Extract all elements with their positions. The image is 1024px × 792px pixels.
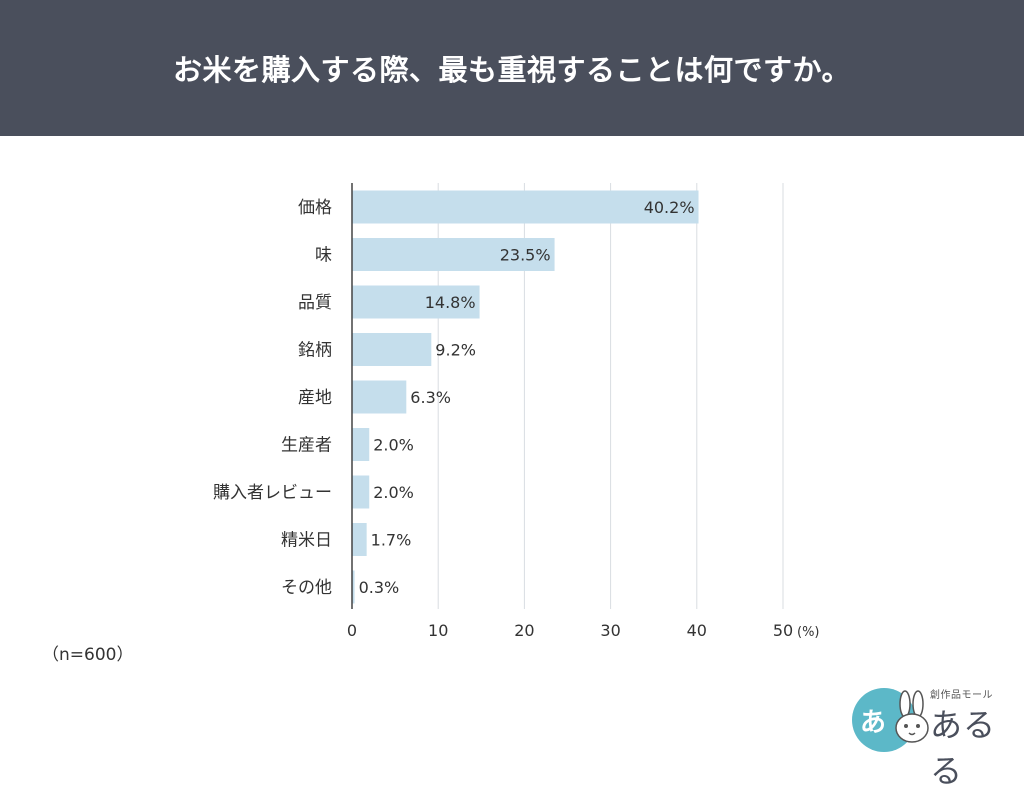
logo-wordmark: あるる	[930, 706, 997, 790]
category-label: 銘柄	[298, 341, 332, 361]
bar	[352, 475, 370, 509]
category-label: 価格	[298, 198, 332, 218]
category-label: 産地	[298, 388, 332, 408]
category-label: 味	[315, 246, 332, 266]
data-label: 14.8%	[425, 293, 476, 312]
logo-subtitle: 創作品モール	[930, 690, 993, 701]
bar	[352, 380, 407, 414]
category-label: その他	[281, 578, 332, 598]
sample-size-note: （n=600）	[42, 645, 134, 665]
data-label: 2.0%	[373, 436, 414, 455]
data-label: 6.3%	[410, 388, 451, 407]
data-label: 2.0%	[373, 483, 414, 502]
data-label: 0.3%	[359, 578, 400, 597]
tick-label: 0	[347, 621, 357, 640]
data-label: 23.5%	[500, 246, 551, 265]
tick-label: 40	[687, 621, 707, 640]
category-label: 品質	[298, 293, 332, 313]
bar	[352, 285, 480, 319]
data-label: 9.2%	[435, 341, 476, 360]
tick-label: 50	[773, 621, 793, 640]
bar	[352, 523, 367, 556]
tick-label: 20	[514, 621, 534, 640]
chart-title: お米を購入する際、最も重視することは何ですか。	[173, 53, 851, 87]
category-label: 精米日	[281, 531, 332, 551]
header-banner: お米を購入する際、最も重視することは何ですか。	[0, 0, 1024, 136]
tick-label: 10	[428, 621, 448, 640]
unit-label: (%)	[797, 625, 820, 640]
category-label: 購入者レビュー	[213, 483, 332, 503]
tick-label: 30	[600, 621, 620, 640]
category-label: 生産者	[281, 436, 332, 456]
data-label: 1.7%	[371, 531, 412, 550]
data-label: 40.2%	[644, 198, 695, 217]
brand-logo: あ 創作品モール あるる	[852, 684, 1012, 790]
bar-chart: 価格 40.2% 味 23.5% 品質 14.8% 銘柄 9.2% 産地 6.3% 生産者 2.0% 購…	[213, 183, 820, 640]
bar	[352, 333, 432, 366]
bar	[352, 570, 355, 604]
bar	[352, 428, 370, 461]
bar	[352, 190, 699, 224]
rabbit-icon	[895, 690, 929, 743]
logo-circle-text: あ	[860, 708, 887, 738]
bar	[352, 238, 555, 271]
